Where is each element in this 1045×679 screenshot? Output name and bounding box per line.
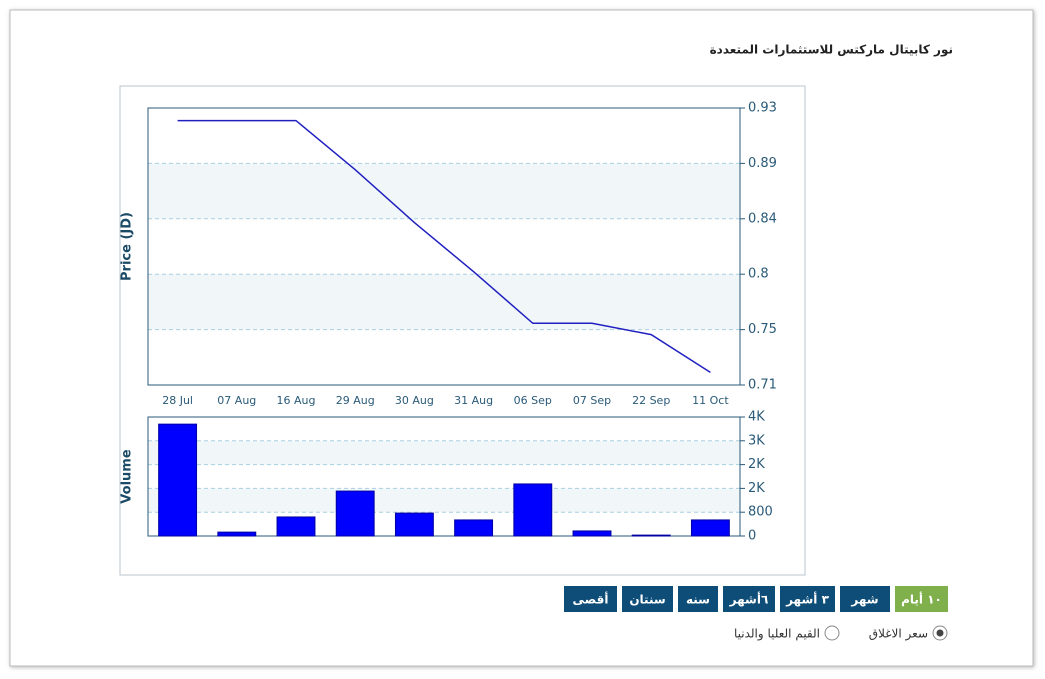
button-label: سنتان: [629, 593, 665, 607]
bar: [631, 534, 671, 537]
x-tick-label: 29 Aug: [336, 394, 375, 407]
y-tick-label: 2K: [748, 481, 765, 496]
range-button[interactable]: ١٠ أيام: [895, 586, 948, 612]
bar: [335, 490, 375, 537]
button-bg: [622, 586, 673, 612]
bar: [454, 519, 494, 537]
chart-option[interactable]: القيم العليا والدنيا: [734, 625, 840, 642]
chart-option[interactable]: سعر الاغلاق: [869, 625, 948, 642]
button-bg: [780, 586, 835, 612]
plot-area: [148, 417, 740, 536]
y-tick-label: 2K: [748, 457, 765, 472]
button-label: شهر: [850, 593, 878, 607]
option-label: القيم العليا والدنيا: [734, 627, 820, 642]
plot-border: [147, 416, 741, 537]
y-tick-label: 0.84: [748, 211, 777, 226]
button-bg: [564, 586, 617, 612]
x-tick-label: 16 Aug: [277, 394, 316, 407]
y-tick-label: 0.71: [748, 378, 777, 393]
bar: [158, 423, 198, 537]
bar: [690, 519, 730, 537]
grid-band: [148, 163, 740, 219]
x-tick-label: 11 Oct: [692, 394, 729, 407]
range-button[interactable]: ٦أشهر: [723, 586, 775, 612]
button-bg: [840, 586, 890, 612]
button-label: أقصى: [573, 592, 609, 607]
x-tick-label: 22 Sep: [632, 394, 670, 407]
bar: [513, 483, 553, 537]
button-label: ٣ أشهر: [785, 592, 829, 607]
y-tick-label: 0: [748, 529, 756, 544]
button-bg: [678, 586, 718, 612]
y-tick-label: 3K: [748, 433, 765, 448]
button-label: ١٠ أيام: [901, 592, 942, 608]
price-line: [177, 119, 711, 374]
button-bg: [895, 586, 948, 612]
range-button[interactable]: شهر: [840, 586, 890, 612]
radio: [824, 625, 840, 641]
button-label: ٦أشهر: [729, 592, 769, 607]
range-button[interactable]: أقصى: [564, 586, 617, 612]
x-tick-label: 07 Sep: [573, 394, 611, 407]
bar: [276, 516, 316, 537]
plot-border: [147, 107, 741, 386]
range-button[interactable]: سنتان: [622, 586, 673, 612]
bar: [572, 530, 612, 537]
x-tick-label: 06 Sep: [514, 394, 552, 407]
x-tick-label: 31 Aug: [454, 394, 493, 407]
radio-dot: [936, 629, 944, 637]
option-label: سعر الاغلاق: [869, 627, 928, 642]
x-tick-label: 07 Aug: [217, 394, 256, 407]
y-tick-label: 0.89: [748, 156, 777, 171]
x-tick-label: 30 Aug: [395, 394, 434, 407]
button-label: سنه: [686, 593, 710, 607]
bar: [394, 512, 434, 537]
page-title: نور كابيتال ماركتس للاستثمارات المتعددة: [710, 43, 953, 58]
y-tick-label: 800: [748, 505, 773, 520]
range-button[interactable]: سنه: [678, 586, 718, 612]
grid-band: [148, 440, 740, 465]
grid-band: [148, 274, 740, 330]
x-tick-label: 28 Jul: [162, 394, 193, 407]
y-tick-label: 0.75: [748, 322, 777, 337]
axis-title: Price (JD): [120, 212, 135, 281]
y-tick-label: 0.93: [748, 101, 777, 116]
range-button[interactable]: ٣ أشهر: [780, 586, 835, 612]
axis-title: Volume: [120, 449, 135, 504]
y-tick-label: 4K: [748, 410, 765, 425]
y-tick-label: 0.8: [748, 267, 769, 282]
button-bg: [723, 586, 775, 612]
grid-band: [148, 488, 740, 513]
bar: [217, 531, 257, 537]
